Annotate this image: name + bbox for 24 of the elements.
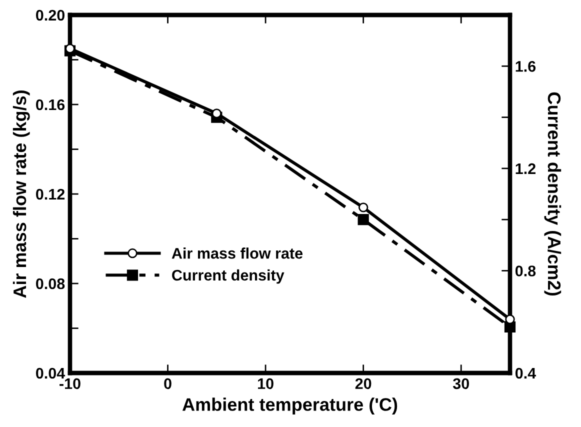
x-tick-label: 0 xyxy=(164,378,172,390)
y-axis-title: Air mass flow rate (kg/s) xyxy=(12,90,30,298)
x-tick-label: 20 xyxy=(355,378,372,390)
point xyxy=(212,108,222,118)
x-axis-title: Ambient temperature ('C) xyxy=(182,398,398,414)
x-tick-label: 10 xyxy=(258,378,274,390)
y2-tick-label: 1.2 xyxy=(516,163,536,174)
point xyxy=(358,214,369,226)
y2-tick-label: 1.6 xyxy=(516,61,536,72)
x-tick-label: -10 xyxy=(60,378,80,390)
y-tick-label: 0.04 xyxy=(36,368,66,379)
y-tick-label: 0.08 xyxy=(36,278,65,290)
point xyxy=(65,44,75,54)
legend-label: Current density xyxy=(172,269,284,284)
x-tick-label: 30 xyxy=(452,378,469,390)
point xyxy=(358,202,368,212)
y-tick-label: 0.16 xyxy=(36,99,65,110)
y-tick-label: 0.20 xyxy=(36,10,65,21)
y-tick-label: 0.12 xyxy=(36,188,65,200)
legend-label: Air mass flow rate xyxy=(172,248,303,259)
y2-tick-label: 0.4 xyxy=(515,368,536,379)
point xyxy=(505,314,515,324)
y2-tick-label: 0.8 xyxy=(515,266,536,276)
y2-axis-title: Current density (A/cm2) xyxy=(544,92,562,296)
